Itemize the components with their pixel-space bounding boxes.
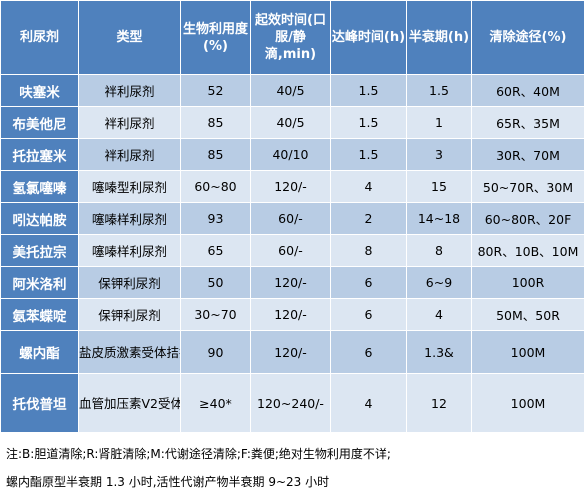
bioavailability-value: 30~70	[180, 298, 251, 331]
peak-value: 8	[330, 234, 407, 267]
diuretic-pharmacokinetics-table: 利尿剂 类型 生物利用度(%) 起效时间(口服/静滴,min) 达峰时间(h) …	[0, 0, 585, 433]
drug-type: 噻嗪样利尿剂	[78, 234, 181, 267]
bioavailability-value: 85	[180, 138, 251, 171]
half-life-value: 14~18	[406, 202, 472, 235]
peak-value: 1.5	[330, 138, 407, 171]
bioavailability-value: ≥40*	[180, 373, 251, 433]
onset-value: 120/-	[250, 330, 331, 374]
drug-name: 布美他尼	[0, 106, 79, 139]
table-note-spironolactone: 螺内酯原型半衰期 1.3 小时,活性代谢产物半衰期 9~23 小时	[6, 475, 330, 489]
half-life-value: 1.5	[406, 74, 472, 107]
drug-type: 噻嗪型利尿剂	[78, 170, 181, 203]
peak-value: 6	[330, 298, 407, 331]
peak-value: 6	[330, 266, 407, 299]
peak-value: 4	[330, 170, 407, 203]
onset-value: 60/-	[250, 202, 331, 235]
half-life-value: 6~9	[406, 266, 472, 299]
peak-value: 2	[330, 202, 407, 235]
clearance-value: 50M、50R	[471, 298, 585, 331]
half-life-value: 1	[406, 106, 472, 139]
table-row: 布美他尼 袢利尿剂 85 40/5 1.5 1 65R、35M	[0, 106, 585, 139]
drug-type: 袢利尿剂	[78, 106, 181, 139]
drug-type: 噻嗪样利尿剂	[78, 202, 181, 235]
bioavailability-value: 90	[180, 330, 251, 374]
bioavailability-value: 50	[180, 266, 251, 299]
header-drug: 利尿剂	[0, 0, 79, 75]
drug-type: 袢利尿剂	[78, 74, 181, 107]
table-row: 吲达帕胺 噻嗪样利尿剂 93 60/- 2 14~18 60~80R、20F	[0, 202, 585, 235]
header-half-life: 半衰期(h)	[406, 0, 472, 75]
onset-value: 40/5	[250, 74, 331, 107]
table-row: 氨苯蝶啶 保钾利尿剂 30~70 120/- 6 4 50M、50R	[0, 298, 585, 331]
header-bioavailability: 生物利用度(%)	[180, 0, 251, 75]
half-life-value: 1.3&	[406, 330, 472, 374]
peak-value: 1.5	[330, 74, 407, 107]
drug-name: 氨苯蝶啶	[0, 298, 79, 331]
clearance-value: 30R、70M	[471, 138, 585, 171]
table-row: 阿米洛利 保钾利尿剂 50 120/- 6 6~9 100R	[0, 266, 585, 299]
bioavailability-value: 85	[180, 106, 251, 139]
clearance-value: 100M	[471, 373, 585, 433]
header-type: 类型	[78, 0, 181, 75]
bioavailability-value: 60~80	[180, 170, 251, 203]
peak-value: 6	[330, 330, 407, 374]
half-life-value: 3	[406, 138, 472, 171]
clearance-value: 80R、10B、10M	[471, 234, 585, 267]
clearance-value: 50~70R、30M	[471, 170, 585, 203]
clearance-value: 60R、40M	[471, 74, 585, 107]
half-life-value: 15	[406, 170, 472, 203]
bioavailability-value: 93	[180, 202, 251, 235]
drug-type: 保钾利尿剂	[78, 266, 181, 299]
onset-value: 40/5	[250, 106, 331, 139]
onset-value: 120/-	[250, 170, 331, 203]
drug-name: 氢氯噻嗪	[0, 170, 79, 203]
drug-name: 美托拉宗	[0, 234, 79, 267]
header-onset: 起效时间(口服/静滴,min)	[250, 0, 331, 75]
table-row: 氢氯噻嗪 噻嗪型利尿剂 60~80 120/- 4 15 50~70R、30M	[0, 170, 585, 203]
drug-type: 盐皮质激素受体拮抗剂	[78, 330, 181, 374]
drug-name: 托拉塞米	[0, 138, 79, 171]
peak-value: 4	[330, 373, 407, 433]
clearance-value: 65R、35M	[471, 106, 585, 139]
onset-value: 60/-	[250, 234, 331, 267]
onset-value: 120/-	[250, 298, 331, 331]
drug-type: 保钾利尿剂	[78, 298, 181, 331]
header-clearance: 清除途径(%)	[471, 0, 585, 75]
drug-name: 托伐普坦	[0, 373, 79, 433]
bioavailability-value: 52	[180, 74, 251, 107]
onset-value: 40/10	[250, 138, 331, 171]
table-row: 托伐普坦 血管加压素V2受体拮抗剂 ≥40* 120~240/- 4 12 10…	[0, 373, 585, 433]
table-header-row: 利尿剂 类型 生物利用度(%) 起效时间(口服/静滴,min) 达峰时间(h) …	[0, 0, 585, 75]
clearance-value: 60~80R、20F	[471, 202, 585, 235]
drug-name: 呋塞米	[0, 74, 79, 107]
table-note-abbreviations: 注:B:胆道清除;R:肾脏清除;M:代谢途径清除;F:粪便;绝对生物利用度不详;	[6, 447, 391, 461]
half-life-value: 8	[406, 234, 472, 267]
drug-name: 吲达帕胺	[0, 202, 79, 235]
table-row: 托拉塞米 袢利尿剂 85 40/10 1.5 3 30R、70M	[0, 138, 585, 171]
table-row: 螺内酯 盐皮质激素受体拮抗剂 90 120/- 6 1.3& 100M	[0, 330, 585, 374]
peak-value: 1.5	[330, 106, 407, 139]
onset-value: 120~240/-	[250, 373, 331, 433]
clearance-value: 100M	[471, 330, 585, 374]
table-row: 美托拉宗 噻嗪样利尿剂 65 60/- 8 8 80R、10B、10M	[0, 234, 585, 267]
clearance-value: 100R	[471, 266, 585, 299]
table-row: 呋塞米 袢利尿剂 52 40/5 1.5 1.5 60R、40M	[0, 74, 585, 107]
drug-type: 袢利尿剂	[78, 138, 181, 171]
half-life-value: 4	[406, 298, 472, 331]
onset-value: 120/-	[250, 266, 331, 299]
half-life-value: 12	[406, 373, 472, 433]
bioavailability-value: 65	[180, 234, 251, 267]
drug-name: 阿米洛利	[0, 266, 79, 299]
drug-type: 血管加压素V2受体拮抗剂	[78, 373, 181, 433]
header-peak: 达峰时间(h)	[330, 0, 407, 75]
drug-name: 螺内酯	[0, 330, 79, 374]
